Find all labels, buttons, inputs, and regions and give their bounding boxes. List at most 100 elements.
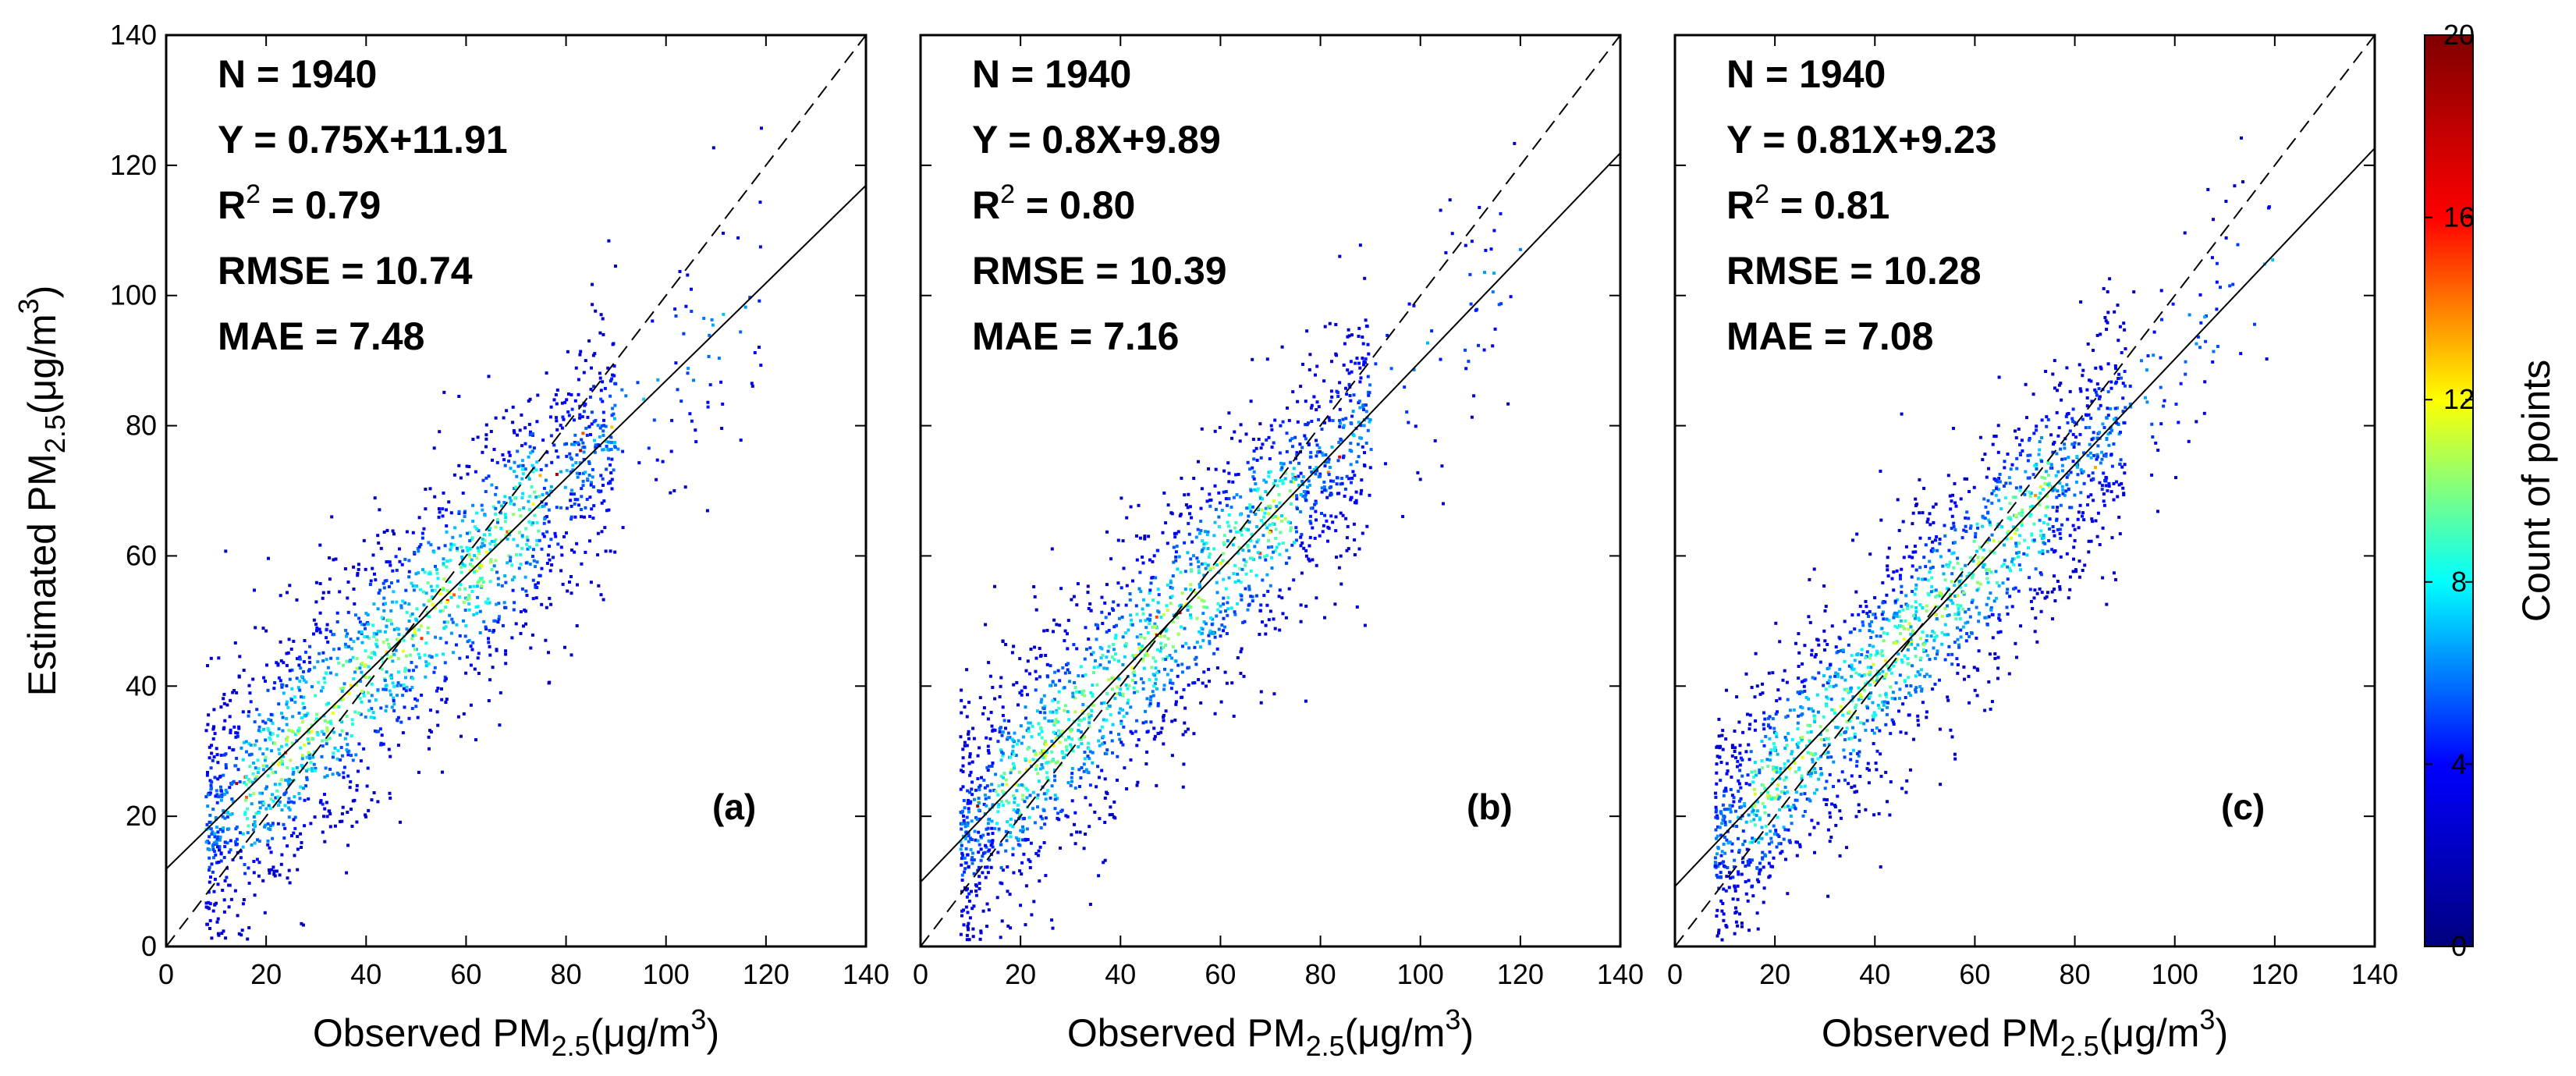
scatter-point	[1137, 587, 1141, 591]
scatter-point	[1066, 668, 1070, 672]
scatter-point	[1758, 818, 1762, 822]
scatter-point	[1201, 539, 1205, 542]
scatter-point	[984, 875, 988, 879]
scatter-point	[524, 561, 528, 565]
scatter-point	[1877, 706, 1881, 710]
scatter-point	[986, 822, 990, 826]
scatter-point	[382, 609, 386, 613]
scatter-point	[545, 515, 548, 519]
scatter-point	[431, 588, 434, 592]
scatter-point	[1989, 549, 1992, 553]
scatter-point	[1169, 579, 1173, 583]
scatter-point	[1129, 623, 1133, 627]
scatter-point	[1847, 643, 1850, 647]
scatter-point	[965, 895, 969, 899]
scatter-point	[387, 584, 391, 588]
scatter-point	[456, 715, 460, 719]
scatter-point	[556, 542, 560, 546]
scatter-point	[576, 475, 580, 479]
scatter-point	[1797, 691, 1801, 695]
scatter-point	[532, 559, 536, 563]
scatter-point	[442, 609, 445, 613]
scatter-point	[420, 637, 424, 641]
scatter-point	[1232, 572, 1236, 576]
scatter-point	[964, 905, 968, 909]
scatter-point	[299, 746, 303, 750]
scatter-point	[1077, 674, 1080, 678]
scatter-point	[323, 793, 326, 796]
scatter-point	[318, 801, 322, 804]
scatter-point	[1240, 598, 1244, 602]
x-tick-label: 60	[450, 958, 481, 990]
scatter-point	[1227, 480, 1231, 484]
scatter-point	[1045, 791, 1048, 795]
scatter-point	[1898, 623, 1902, 627]
scatter-point	[473, 525, 477, 529]
scatter-point	[281, 755, 285, 758]
scatter-point	[959, 735, 963, 739]
scatter-point	[504, 652, 508, 656]
scatter-point	[2102, 503, 2106, 507]
scatter-point	[403, 705, 406, 709]
scatter-point	[204, 795, 208, 799]
scatter-point	[1109, 557, 1113, 561]
scatter-point	[1014, 783, 1018, 787]
scatter-point	[1240, 533, 1244, 537]
scatter-point	[1886, 632, 1889, 636]
scatter-point	[280, 712, 283, 716]
scatter-point	[2066, 517, 2070, 521]
scatter-point	[1075, 603, 1079, 607]
scatter-point	[1261, 620, 1264, 624]
scatter-point	[1071, 694, 1075, 698]
scatter-point	[299, 832, 302, 836]
scatter-point	[539, 468, 543, 471]
scatter-point	[1289, 521, 1293, 525]
scatter-point	[984, 623, 988, 627]
scatter-point	[739, 330, 743, 334]
scatter-point	[467, 594, 471, 597]
scatter-point	[1347, 477, 1351, 481]
scatter-point	[1303, 434, 1307, 438]
scatter-point	[1849, 758, 1853, 762]
scatter-point	[236, 914, 240, 918]
scatter-point	[481, 538, 484, 541]
scatter-point	[1342, 454, 1346, 458]
scatter-point	[545, 371, 548, 375]
scatter-point	[1200, 598, 1204, 602]
scatter-point	[307, 797, 310, 801]
scatter-point	[1174, 550, 1178, 554]
scatter-point	[1281, 612, 1285, 616]
scatter-point	[1305, 423, 1309, 427]
scatter-point	[369, 716, 373, 719]
scatter-point	[1130, 678, 1134, 682]
scatter-point	[285, 663, 289, 667]
scatter-point	[1955, 657, 1959, 661]
scatter-point	[1018, 691, 1022, 694]
scatter-point	[456, 605, 459, 609]
scatter-point	[2150, 473, 2154, 477]
scatter-point	[319, 689, 323, 693]
scatter-point	[1758, 872, 1762, 875]
scatter-point	[1038, 751, 1042, 755]
scatter-point	[220, 794, 224, 798]
scatter-point	[1112, 815, 1116, 819]
scatter-point	[328, 577, 332, 581]
scatter-point	[1355, 460, 1359, 463]
scatter-point	[692, 378, 695, 382]
scatter-point	[1363, 464, 1367, 468]
scatter-point	[1120, 615, 1124, 619]
scatter-point	[1137, 738, 1141, 742]
scatter-point	[1717, 931, 1720, 935]
scatter-point	[1208, 680, 1212, 684]
scatter-point	[404, 588, 408, 592]
scatter-point	[1904, 619, 1907, 623]
scatter-point	[1304, 499, 1308, 502]
scatter-point	[1755, 809, 1759, 813]
scatter-point	[2039, 529, 2043, 533]
scatter-point	[339, 698, 343, 701]
scatter-point	[370, 656, 373, 660]
scatter-point	[1058, 740, 1062, 744]
scatter-point	[426, 626, 430, 630]
scatter-point	[1787, 759, 1790, 763]
scatter-point	[1261, 578, 1265, 582]
